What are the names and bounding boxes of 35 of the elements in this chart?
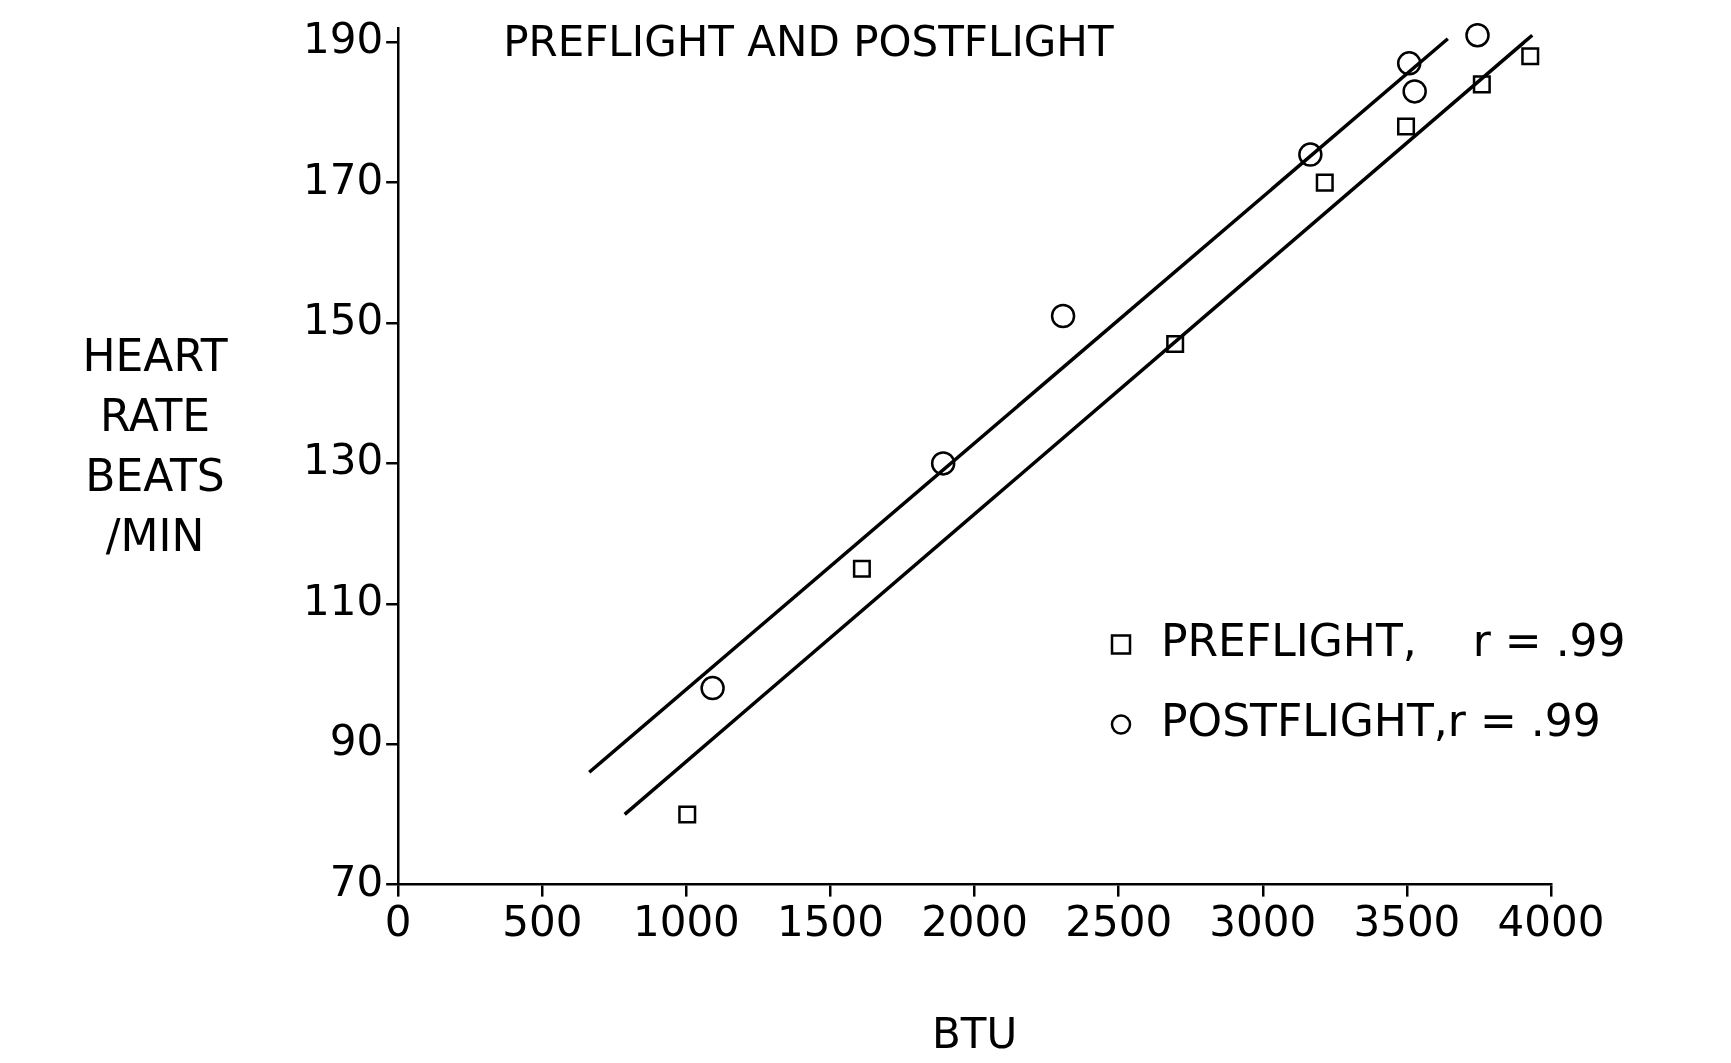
legend-label: PREFLIGHT, r = .99	[1161, 615, 1626, 667]
x-tick-label: 500	[502, 896, 583, 946]
x-tick-label: 4000	[1497, 896, 1605, 946]
point	[852, 559, 871, 578]
point	[1050, 303, 1076, 329]
point	[1166, 335, 1185, 354]
x-tick-label: 2000	[921, 896, 1029, 946]
x-tick-label: 2500	[1065, 896, 1173, 946]
legend-label: POSTFLIGHT,r = .99	[1161, 695, 1601, 747]
x-tick-label: 1500	[777, 896, 884, 946]
y-axis-title: HEART RATE BEATS /MIN	[82, 330, 228, 562]
x-tick-label: 3500	[1353, 896, 1461, 946]
y-tick-label: 90	[329, 716, 384, 766]
chart-title: PREFLIGHT AND POSTFLIGHT	[503, 16, 1114, 66]
y-tick-label: 190	[302, 14, 384, 64]
point	[1396, 51, 1422, 76]
y-tick-label: 130	[302, 435, 384, 485]
point	[700, 675, 725, 701]
point	[1402, 79, 1427, 104]
x-tick-label: 0	[384, 896, 412, 946]
x-tick-label: 1000	[632, 896, 740, 946]
point	[1298, 142, 1323, 167]
point	[1465, 22, 1490, 48]
point	[1315, 173, 1334, 192]
x-axis-title: BTU	[931, 1008, 1018, 1058]
y-tick-label: 110	[302, 575, 384, 625]
point	[930, 451, 956, 476]
point	[678, 805, 697, 824]
point	[1397, 117, 1416, 136]
y-tick-label: 150	[302, 294, 384, 344]
y-tick-label: 170	[302, 154, 384, 204]
x-tick-label: 3000	[1209, 896, 1317, 946]
point	[1521, 47, 1540, 66]
point	[1472, 75, 1491, 94]
y-tick-label: 70	[329, 856, 384, 906]
